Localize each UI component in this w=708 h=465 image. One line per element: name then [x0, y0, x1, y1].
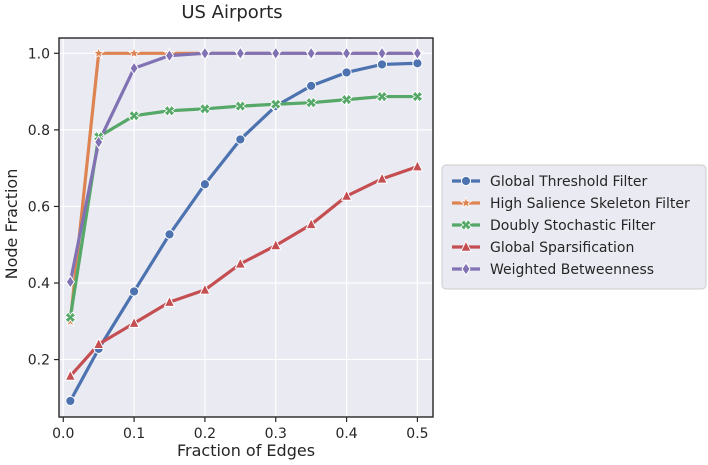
data-point — [412, 46, 423, 61]
data-point — [461, 262, 471, 276]
data-point — [127, 46, 141, 59]
plot-background — [59, 38, 433, 417]
y-tick-label: 0.8 — [28, 123, 50, 139]
data-point — [411, 159, 424, 172]
data-point-shape — [64, 311, 77, 324]
data-point — [377, 46, 387, 61]
data-point-shape — [234, 100, 247, 113]
y-axis-label: Node Fraction — [2, 169, 21, 280]
data-point — [164, 229, 175, 240]
data-point — [306, 80, 317, 91]
data-point — [341, 67, 352, 78]
data-point — [305, 217, 317, 230]
data-point-shape — [198, 102, 211, 115]
data-point — [129, 61, 139, 76]
data-point — [163, 104, 176, 117]
data-point — [235, 134, 246, 145]
data-point — [271, 46, 281, 61]
data-point — [460, 219, 472, 231]
legend-label: Weighted Betweenness — [490, 262, 654, 278]
plot-frame — [58, 37, 434, 418]
data-point — [128, 316, 140, 328]
data-point — [306, 46, 316, 61]
data-point — [64, 311, 77, 324]
legend-label: Global Threshold Filter — [490, 174, 647, 190]
series-markers-4 — [65, 46, 423, 289]
x-tick-label: 0.1 — [123, 426, 145, 442]
legend-item: Weighted Betweenness — [452, 262, 654, 278]
data-point — [163, 295, 176, 307]
data-point-shape — [340, 93, 353, 106]
data-point — [376, 90, 388, 103]
data-point — [92, 337, 105, 349]
legend-item: Global Sparsification — [452, 240, 634, 256]
data-point — [411, 90, 424, 103]
x-tick-label: 0.0 — [52, 426, 74, 442]
data-point-shape — [411, 90, 424, 103]
x-tick-label: 0.2 — [194, 426, 216, 442]
data-point — [164, 48, 175, 63]
chart-title: US Airports — [181, 2, 282, 23]
legend-item: High Salience Skeleton Filter — [452, 196, 690, 212]
data-point — [340, 93, 353, 106]
data-point — [460, 240, 472, 252]
data-point — [269, 238, 282, 251]
data-point-shape — [269, 98, 282, 111]
data-point — [234, 100, 247, 113]
data-point — [269, 98, 282, 111]
data-point — [460, 175, 472, 187]
data-point — [64, 369, 77, 381]
legend-item: Global Threshold Filter — [452, 174, 647, 190]
data-point — [128, 109, 141, 122]
legend-box — [441, 164, 707, 290]
data-point — [199, 179, 211, 190]
x-tick-label: 0.5 — [406, 426, 428, 442]
data-point — [200, 46, 210, 61]
data-point — [235, 46, 245, 61]
data-point — [376, 171, 388, 184]
data-point-shape — [128, 109, 141, 122]
legend-label: Doubly Stochastic Filter — [490, 218, 656, 234]
data-point — [305, 96, 318, 109]
x-tick-label: 0.3 — [265, 426, 287, 442]
data-point-shape — [163, 104, 176, 117]
data-point — [341, 46, 352, 61]
legend-label: Global Sparsification — [490, 240, 634, 256]
data-point — [65, 395, 76, 407]
data-point-shape — [305, 96, 318, 109]
legend: Global Threshold Filter High Salience Ske… — [441, 164, 707, 290]
data-point — [234, 256, 247, 269]
axis-ticks: 0.0 0.1 0.2 0.3 0.4 0.5 0.2 0.4 0.6 0.8 1.0 — [28, 46, 429, 442]
y-tick-label: 0.6 — [28, 199, 50, 215]
y-tick-label: 0.4 — [28, 276, 50, 292]
data-point — [65, 274, 75, 289]
data-point — [340, 189, 353, 201]
data-point — [92, 46, 106, 59]
data-point — [376, 59, 388, 70]
x-tick-label: 0.4 — [335, 426, 357, 442]
legend-label: High Salience Skeleton Filter — [490, 196, 690, 212]
x-axis-label: Fraction of Edges — [177, 441, 315, 460]
plot-area — [58, 37, 434, 418]
data-point — [198, 102, 211, 115]
legend-item: Doubly Stochastic Filter — [452, 218, 656, 234]
data-point — [199, 282, 211, 295]
data-point — [128, 286, 140, 297]
data-point — [459, 196, 473, 209]
data-point-shape — [376, 90, 388, 103]
y-tick-label: 0.2 — [28, 353, 50, 369]
y-tick-label: 1.0 — [28, 46, 50, 62]
data-point-shape — [460, 219, 472, 231]
series-markers-3 — [64, 159, 424, 381]
data-point — [94, 135, 104, 150]
series-markers-2 — [64, 90, 424, 324]
